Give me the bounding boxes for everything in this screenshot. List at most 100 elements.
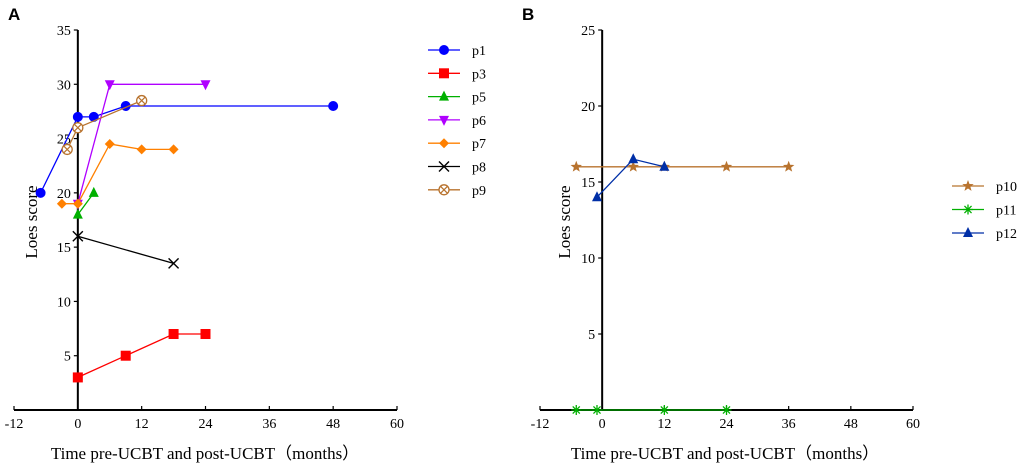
legend-marker-p9 [438,184,450,196]
legend-label-p10: p10 [996,180,1017,195]
data-point-p3 [200,329,211,339]
y-tick-label: 15 [57,241,71,256]
legend-item-p9: p9 [428,184,486,199]
data-point-p10 [627,160,639,172]
legend-marker-p5 [439,90,449,101]
series-p11 [571,405,732,415]
x-tick-label: 0 [74,417,81,432]
data-point-p9 [72,122,84,134]
x-axis-title: Time pre-UCBT and post-UCBT（months） [51,444,359,463]
y-tick-label: 20 [581,100,595,115]
data-point-p1 [72,111,83,122]
series-line-p3 [77,333,206,378]
legend-label-p7: p7 [472,137,486,152]
y-tick-label: 15 [581,176,595,191]
y-tick-label: 10 [581,252,595,267]
y-tick-label: 25 [581,24,595,39]
x-tick-label: 12 [657,417,671,432]
y-tick-label: 5 [588,328,595,343]
legend-item-p6: p6 [428,114,486,129]
series-line-p8 [77,235,174,265]
legend-item-p11: p11 [952,204,1016,219]
data-point-p7 [168,144,179,155]
panel-letter: A [8,5,20,24]
legend-label-p12: p12 [996,227,1017,242]
data-point-p10 [570,160,582,172]
data-point-p1 [35,187,46,198]
data-point-p1 [328,101,339,111]
panel-letter: B [522,5,534,24]
data-point-p8 [168,257,180,269]
x-tick-label: 60 [390,417,404,432]
data-point-p11 [721,405,732,415]
data-point-p3 [120,350,131,361]
legend-label-p5: p5 [472,91,486,106]
data-point-p7 [72,198,83,209]
data-point-p3 [168,329,179,339]
legend-marker-p8 [438,161,450,172]
data-point-p10 [782,160,795,172]
x-tick-label: 36 [262,417,276,432]
data-point-p3 [72,372,83,383]
y-tick-label: 5 [64,350,71,365]
y-tick-label: 35 [57,24,71,39]
series-p8 [72,230,180,269]
data-point-p12 [659,160,670,171]
y-tick-label: 10 [57,295,71,310]
y-axis-title: Loes score [555,185,574,258]
series-p3 [72,329,211,383]
data-point-p11 [571,405,582,415]
legend-marker-p7 [439,138,449,149]
legend-item-p10: p10 [952,180,1017,195]
x-tick-label: -12 [5,417,24,432]
x-tick-label: -12 [531,417,550,432]
legend-marker-p6 [439,115,449,126]
legend-item-p12: p12 [952,227,1017,242]
data-point-p7 [136,144,147,155]
data-point-p6 [200,80,211,91]
legend-item-p8: p8 [428,161,486,176]
data-point-p12 [591,191,602,202]
x-tick-label: 48 [326,417,340,432]
legend-item-p1: p1 [428,44,486,59]
data-point-p6 [104,80,115,91]
data-point-p9 [136,94,148,107]
legend-label-p8: p8 [472,161,486,176]
panel-b: B -12 0 12 24 36 48 60 5 10 15 20 25 Time pre-UCBT an… [522,5,1017,463]
legend-marker-p10 [962,180,974,191]
series-p10 [570,160,795,172]
x-tick-label: 48 [844,417,858,432]
legend-marker-p3 [439,68,449,79]
data-point-p5 [88,186,99,197]
legend-item-p7: p7 [428,137,486,152]
data-point-p9 [61,143,73,156]
data-point-p11 [659,405,670,415]
data-point-p11 [591,405,602,415]
x-tick-label: 24 [199,417,213,432]
legend-label-p1: p1 [472,44,486,59]
legend-item-p5: p5 [428,90,486,106]
series-p7 [56,139,179,209]
y-tick-label: 30 [57,78,71,93]
data-point-p8 [72,230,84,242]
series-p5 [72,186,99,219]
legend-label-p3: p3 [472,67,486,82]
x-tick-label: 0 [599,417,606,432]
y-axis-title: Loes score [22,185,41,258]
legend-label-p11: p11 [996,204,1016,219]
legend-marker-p12 [963,227,973,237]
legend-marker-p1 [439,45,449,55]
legend: p10 p11 p12 [952,180,1017,242]
legend-marker-p11 [963,204,973,215]
data-point-p5 [72,208,83,219]
x-tick-label: 12 [135,417,149,432]
data-point-p12 [628,153,639,164]
series-p1 [35,101,339,198]
legend-label-p9: p9 [472,184,486,199]
data-point-p7 [56,198,67,209]
data-point-p10 [720,160,733,172]
legend: p1 p3 p5 p6 p7 p8 p9 [428,44,486,199]
x-tick-label: 36 [782,417,796,432]
